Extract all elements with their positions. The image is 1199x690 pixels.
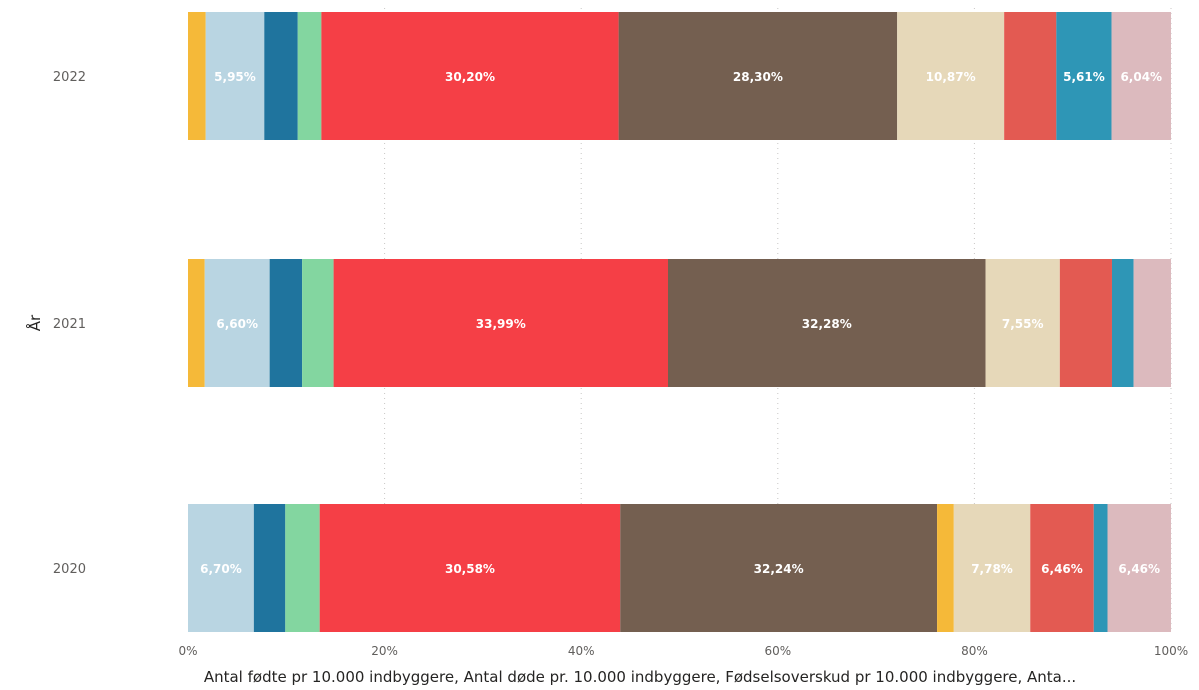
data-label: 30,20% (445, 70, 495, 84)
x-tick-label: 0% (178, 644, 197, 658)
data-label: 32,24% (754, 562, 804, 576)
bar-segment[interactable] (985, 259, 1060, 387)
data-label: 6,04% (1120, 70, 1162, 84)
bar-segment[interactable] (319, 504, 621, 632)
bar-segment[interactable] (1111, 12, 1171, 140)
x-tick-label: 40% (568, 644, 595, 658)
y-tick-label: 2020 (53, 562, 86, 577)
bar-segment[interactable] (1093, 504, 1108, 632)
y-axis-ticks: 2022 2021 2020 (53, 70, 86, 577)
bar-segment[interactable] (1056, 12, 1112, 140)
data-label: 6,46% (1118, 562, 1160, 576)
x-tick-label: 100% (1154, 644, 1188, 658)
bar-segment[interactable] (188, 504, 254, 632)
x-tick-label: 80% (961, 644, 988, 658)
bar-segment[interactable] (333, 259, 668, 387)
x-axis-title: Antal fødte pr 10.000 indbyggere, Antal … (204, 668, 1076, 686)
data-label: 7,78% (971, 562, 1013, 576)
bar-segment[interactable] (1030, 504, 1094, 632)
x-tick-label: 20% (371, 644, 398, 658)
bar-segment[interactable] (269, 259, 303, 387)
bar-segment[interactable] (205, 12, 265, 140)
bar-segment[interactable] (953, 504, 1031, 632)
bar-segment[interactable] (667, 259, 986, 387)
bar-segment[interactable] (321, 12, 619, 140)
segment-labels: 5,95% 30,20% 28,30% 10,87% 5,61% 6,04% 6,60% 33… (200, 70, 1162, 576)
bar-segment[interactable] (302, 259, 334, 387)
bar-segment[interactable] (1107, 504, 1171, 632)
y-tick-label: 2021 (53, 317, 86, 332)
data-label: 6,60% (216, 317, 258, 331)
bar-segment[interactable] (188, 259, 205, 387)
x-tick-label: 60% (764, 644, 791, 658)
data-label: 33,99% (476, 317, 526, 331)
data-label: 6,46% (1041, 562, 1083, 576)
data-label: 32,28% (802, 317, 852, 331)
bar-segment[interactable] (620, 504, 938, 632)
y-tick-label: 2022 (53, 70, 86, 85)
bar-segment[interactable] (1059, 259, 1112, 387)
data-label: 5,95% (214, 70, 256, 84)
data-label: 30,58% (445, 562, 495, 576)
data-label: 28,30% (733, 70, 783, 84)
data-label: 10,87% (926, 70, 976, 84)
bar-segment[interactable] (253, 504, 286, 632)
data-label: 6,70% (200, 562, 242, 576)
bar-segment[interactable] (1133, 259, 1171, 387)
bar-segment[interactable] (618, 12, 898, 140)
data-label: 5,61% (1063, 70, 1105, 84)
bar-segment[interactable] (937, 504, 954, 632)
bar-segment[interactable] (1004, 12, 1057, 140)
bar-segment[interactable] (204, 259, 270, 387)
bar-segment[interactable] (1111, 259, 1134, 387)
bar-segment[interactable] (188, 12, 206, 140)
bar-segment[interactable] (897, 12, 1005, 140)
data-label: 7,55% (1002, 317, 1044, 331)
bars (188, 12, 1171, 632)
bar-segment[interactable] (285, 504, 320, 632)
y-axis-title: År (25, 314, 44, 331)
x-axis-ticks: 0% 20% 40% 60% 80% 100% (178, 644, 1188, 658)
bar-segment[interactable] (264, 12, 298, 140)
bar-segment[interactable] (297, 12, 322, 140)
